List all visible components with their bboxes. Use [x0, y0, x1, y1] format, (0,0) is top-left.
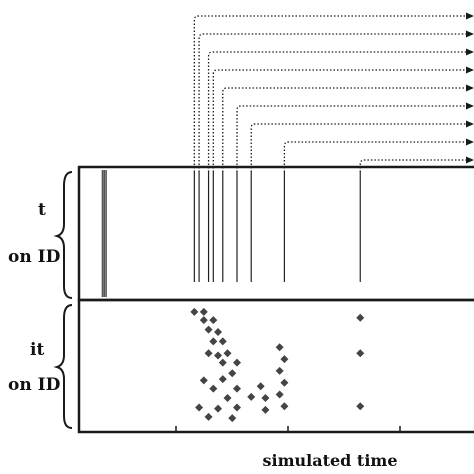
marker-16 [218, 375, 227, 384]
marker-3 [199, 316, 208, 325]
x-axis-label: simulated time [263, 451, 398, 470]
dotted-arrow-4 [212, 69, 468, 172]
arrow-head-1 [466, 12, 474, 20]
marker-36 [356, 349, 365, 358]
vertical-band-group [101, 170, 107, 297]
marker-10 [214, 351, 223, 360]
marker-26 [261, 405, 270, 414]
marker-23 [195, 403, 204, 412]
arrow-head-2 [466, 30, 474, 38]
marker-22 [261, 394, 270, 403]
dotted-arrow-8 [283, 141, 468, 172]
arrow-head-5 [466, 84, 474, 92]
marker-8 [218, 337, 227, 346]
dotted-arrow-9 [359, 159, 468, 172]
marker-37 [356, 402, 365, 411]
marker-31 [275, 366, 284, 375]
spike-lines-group [193, 172, 361, 282]
markers-group [190, 307, 365, 423]
marker-2 [199, 307, 208, 316]
marker-7 [209, 337, 218, 346]
dotted-arrow-1 [193, 15, 468, 172]
arrow-head-4 [466, 66, 474, 74]
marker-27 [204, 412, 213, 421]
marker-14 [228, 369, 237, 378]
marker-12 [218, 358, 227, 367]
bottom-panel-label-line2: on ID [8, 375, 61, 395]
marker-17 [209, 384, 218, 393]
marker-32 [280, 378, 289, 387]
arrow-head-3 [466, 48, 474, 56]
marker-13 [233, 358, 241, 367]
top-brace [53, 171, 73, 299]
arrow-head-7 [466, 120, 474, 128]
top-panel-frame [77, 165, 474, 302]
dotted-arrow-6 [236, 105, 468, 172]
marker-29 [275, 343, 284, 352]
marker-24 [214, 404, 223, 413]
top-panel-label-line1: t [38, 200, 46, 220]
marker-20 [223, 394, 232, 403]
dotted-arrow-7 [250, 123, 468, 172]
marker-4 [209, 316, 218, 325]
marker-28 [228, 414, 237, 423]
arrow-head-8 [466, 138, 474, 146]
arrow-head-6 [466, 102, 474, 110]
marker-25 [233, 403, 241, 412]
marker-33 [275, 390, 284, 399]
marker-18 [233, 384, 241, 393]
top-panel-label-line2: on ID [8, 247, 61, 267]
marker-11 [223, 349, 232, 358]
marker-35 [356, 313, 365, 322]
marker-30 [280, 355, 289, 364]
bottom-panel-frame [77, 298, 474, 434]
marker-15 [199, 376, 208, 385]
dotted-arrow-3 [207, 51, 468, 172]
dotted-arrow-2 [198, 33, 468, 172]
marker-21 [247, 392, 256, 401]
dotted-arrows-group [193, 12, 474, 172]
bottom-brace [53, 304, 73, 429]
marker-9 [204, 349, 213, 358]
marker-34 [280, 402, 289, 411]
bottom-panel-label-line1: it [30, 340, 44, 360]
arrow-head-9 [466, 156, 474, 164]
marker-6 [214, 327, 223, 336]
marker-19 [256, 382, 265, 391]
marker-1 [190, 307, 199, 316]
marker-5 [204, 325, 213, 334]
